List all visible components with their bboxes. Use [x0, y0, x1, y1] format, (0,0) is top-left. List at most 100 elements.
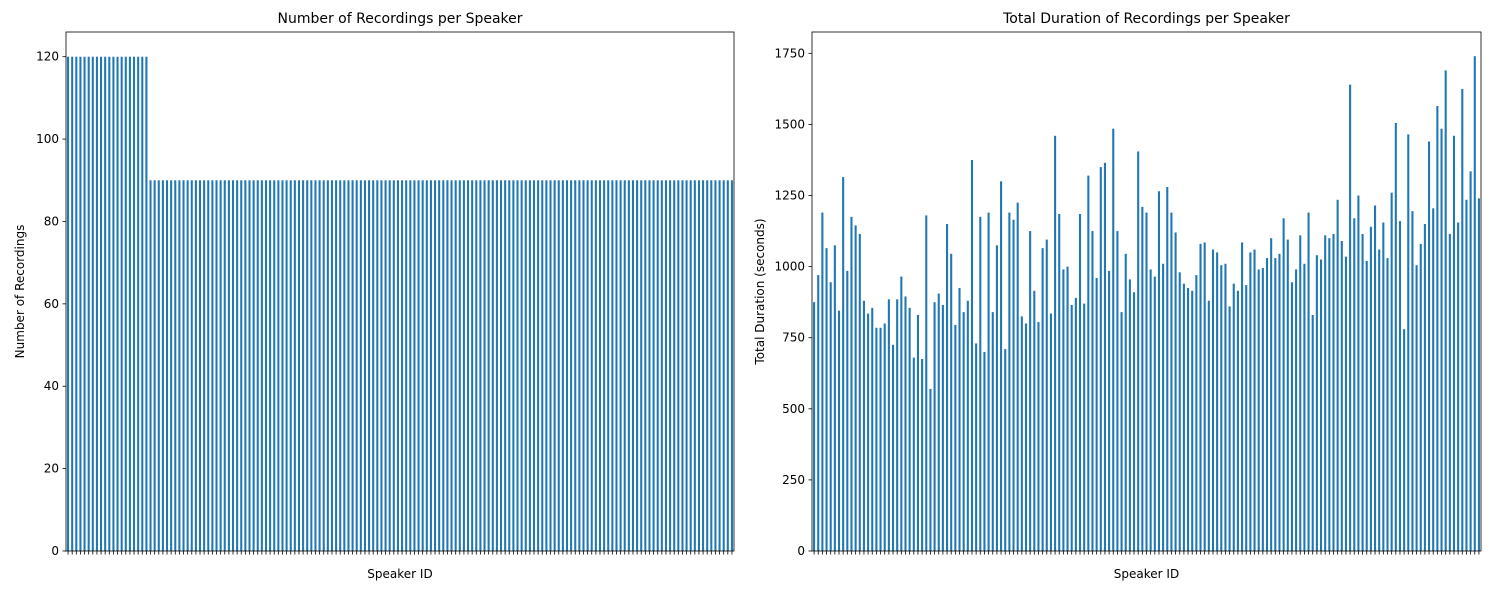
y-tick-label: 1750	[774, 46, 805, 60]
bar	[322, 180, 325, 552]
bar	[1299, 235, 1302, 551]
bar	[1295, 269, 1298, 551]
bar	[586, 180, 589, 552]
bar	[260, 180, 263, 552]
bar	[574, 180, 577, 552]
bar	[425, 180, 428, 552]
bar	[1340, 241, 1343, 551]
bar	[1054, 135, 1057, 552]
bar	[623, 180, 626, 552]
bar	[1033, 290, 1036, 551]
bar	[1261, 268, 1264, 551]
bar	[104, 56, 107, 552]
bar	[1452, 135, 1456, 552]
bar	[652, 180, 655, 552]
bar	[714, 180, 717, 552]
bar	[871, 307, 874, 551]
bar	[487, 180, 490, 552]
bar	[1357, 195, 1360, 551]
bar	[1087, 175, 1090, 552]
bar	[392, 180, 395, 552]
bar	[995, 245, 998, 552]
bar	[921, 359, 924, 551]
bar	[817, 275, 820, 551]
y-axis-ticks: 0 20 40 60 80 100 120	[36, 50, 66, 558]
bar	[1457, 222, 1460, 552]
bar	[120, 56, 123, 552]
bar	[499, 180, 503, 552]
x-axis-ticks	[67, 551, 733, 555]
bar	[330, 180, 333, 552]
bar	[1162, 263, 1165, 551]
bar	[991, 312, 994, 551]
bar	[689, 180, 692, 552]
bar	[116, 56, 119, 552]
bar	[1133, 292, 1136, 551]
bar	[413, 180, 416, 552]
bar	[483, 180, 486, 552]
bar	[983, 351, 986, 551]
bar	[351, 180, 354, 552]
bar	[335, 180, 338, 552]
bar	[966, 300, 969, 551]
bar	[1116, 231, 1119, 551]
bar	[954, 324, 957, 551]
bar	[182, 180, 185, 552]
bar	[883, 323, 886, 551]
bar	[1058, 214, 1061, 551]
bar	[297, 180, 300, 552]
bar	[1187, 287, 1190, 551]
bar	[1108, 270, 1111, 551]
bar	[1008, 212, 1011, 551]
bar	[145, 56, 148, 552]
bar	[128, 56, 131, 552]
x-axis-label: Speaker ID	[367, 567, 432, 581]
bar	[946, 223, 949, 551]
bar	[1249, 252, 1252, 551]
y-tick-label: 250	[782, 473, 805, 487]
bar	[524, 180, 527, 552]
bar	[660, 180, 663, 552]
bar	[1386, 258, 1389, 551]
bar	[1166, 186, 1169, 552]
bar	[718, 180, 721, 552]
bar	[706, 180, 709, 552]
bar	[495, 180, 498, 552]
bar	[1024, 323, 1028, 551]
bar	[557, 180, 560, 552]
bar	[598, 180, 602, 552]
bar	[640, 180, 643, 552]
bar	[157, 180, 160, 552]
bar	[108, 56, 111, 552]
bar	[933, 302, 936, 551]
bar	[462, 180, 465, 552]
bar	[1403, 329, 1406, 551]
bar	[603, 180, 606, 552]
bar	[1153, 276, 1156, 551]
bar	[1265, 258, 1269, 551]
bar	[1282, 218, 1285, 551]
bar	[227, 180, 230, 552]
bar	[149, 180, 152, 552]
bar	[582, 180, 585, 552]
bar	[1390, 192, 1393, 551]
bar	[475, 180, 478, 552]
bar	[223, 180, 226, 552]
bar	[615, 180, 618, 552]
bar	[112, 56, 115, 552]
bar	[504, 180, 507, 552]
bar	[1448, 233, 1451, 551]
y-tick-label: 20	[44, 462, 59, 476]
y-axis-ticks: 0 250 500 750 1000 1250 1500 1750	[774, 46, 812, 558]
bar	[401, 180, 404, 552]
bar	[339, 180, 342, 552]
bar	[79, 56, 82, 552]
bar	[1423, 223, 1426, 551]
bar	[285, 180, 288, 552]
bar	[1141, 206, 1144, 551]
bar	[594, 180, 597, 552]
bar	[1394, 123, 1397, 551]
bar	[1037, 322, 1040, 551]
bar	[937, 293, 940, 551]
